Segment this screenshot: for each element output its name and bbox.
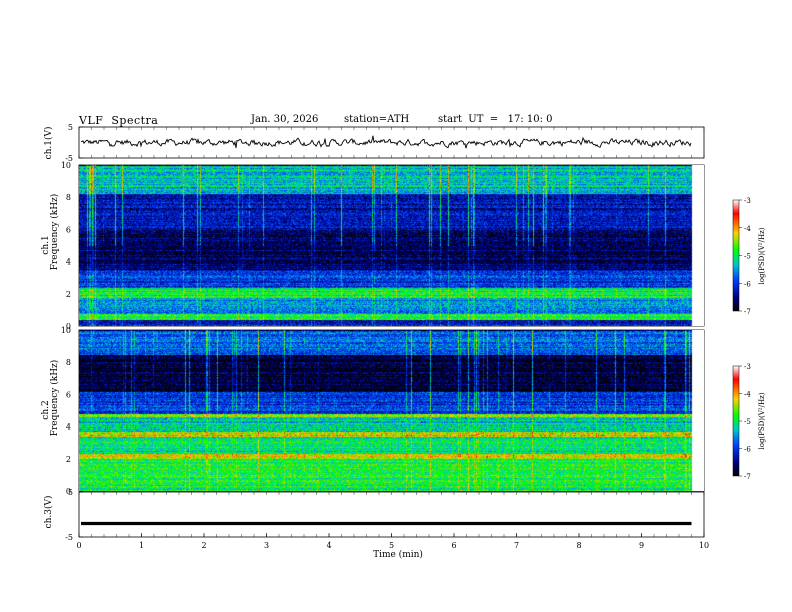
ch3-waveform-ylabel: ch.3(V)	[43, 496, 54, 529]
colorbar-tick-label-ch1: -7	[744, 308, 751, 316]
ch2-spec-ylabel-1: ch.2	[41, 400, 51, 419]
colorbar-label-ch2: log(PSD)(V²/Hz)	[758, 392, 766, 449]
x-tick-label: 4	[326, 541, 331, 550]
ch3-waveform-frame	[78, 491, 705, 538]
x-tick-label: 3	[264, 541, 269, 550]
x-tick-label: 7	[514, 541, 519, 550]
ch1-spec-ylabel-2: Frequency (kHz)	[49, 194, 60, 271]
date-label: Jan. 30, 2026	[251, 114, 319, 125]
x-tick-label: 9	[639, 541, 644, 550]
ch1-spec-ytick-label: 6	[66, 225, 71, 234]
ch1-wave-ytick-label: -5	[65, 154, 73, 163]
ch3-wave-ytick-label: -5	[65, 533, 73, 542]
colorbar-tick-label-ch1: -5	[744, 253, 751, 261]
ch1-spec-ylabel-1: ch.1	[41, 235, 51, 254]
x-axis-title: Time (min)	[373, 549, 423, 560]
ch2-spectrogram	[79, 330, 704, 491]
x-tick-label: 5	[389, 541, 394, 550]
ch1-spec-ytick-label: 10	[61, 161, 71, 170]
ch1-spec-ytick-label: 4	[66, 258, 71, 267]
ch2-spec-ylabel-2: Frequency (kHz)	[49, 360, 60, 437]
ch3-wave-ytick-label: 5	[68, 488, 73, 497]
x-tick-label: 1	[139, 541, 144, 550]
ch2-spec-ytick-label: 6	[66, 390, 71, 399]
ch1-waveform-line	[80, 135, 692, 149]
ch2-spec-ytick-label: 10	[61, 326, 71, 335]
colorbar-label-ch1: log(PSD)(V²/Hz)	[758, 227, 766, 284]
colorbar-tick-label-ch1: -6	[744, 280, 751, 288]
ch1-spec-ytick-label: 8	[66, 193, 71, 202]
figure-title: VLF Spectra	[79, 114, 159, 127]
colorbar-tick-label-ch1: -3	[744, 197, 751, 205]
start-time-label: start UT = 17: 10: 0	[438, 114, 553, 125]
colorbar-tick-label-ch2: -3	[744, 363, 751, 371]
colorbar-tick-label-ch2: -5	[744, 418, 751, 426]
ch2-spec-ytick-label: 2	[66, 455, 71, 464]
ch2-spec-ytick-label: 0	[66, 487, 71, 496]
colorbar-tick-label-ch2: -6	[744, 446, 751, 454]
x-tick-label: 2	[201, 541, 206, 550]
ch1-spec-ytick-label: 0	[66, 322, 71, 331]
ch2-spec-ytick-label: 8	[66, 358, 71, 367]
station-label: station=ATH	[344, 114, 410, 125]
ch1-spec-ytick-label: 2	[66, 290, 71, 299]
ch1-spectrogram	[79, 165, 704, 326]
colorbar-tick-label-ch2: -7	[744, 473, 751, 481]
colorbar-tick-label-ch2: -4	[744, 391, 751, 399]
x-tick-label: 8	[576, 541, 581, 550]
x-tick-label: 0	[76, 541, 81, 550]
ch1-wave-ytick-label: 5	[68, 123, 73, 132]
ch2-spec-ytick-label: 4	[66, 423, 71, 432]
x-tick-label: 6	[451, 541, 456, 550]
x-tick-label: 10	[699, 541, 709, 550]
ch1-waveform-ylabel: ch.1(V)	[43, 127, 54, 160]
colorbar-tick-label-ch1: -4	[744, 225, 751, 233]
